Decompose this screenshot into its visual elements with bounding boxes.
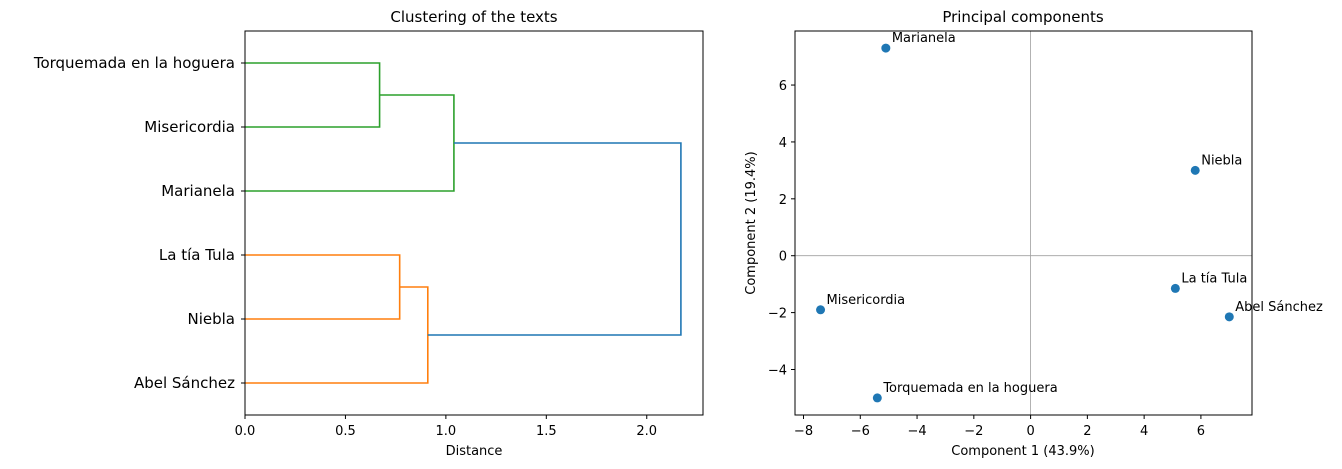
pca-y-axis-label: Component 2 (19.4%) [744, 151, 759, 294]
data-point [872, 393, 882, 403]
data-point [881, 43, 891, 53]
x-tick-label: 2 [1083, 424, 1091, 439]
point-label: La tía Tula [1181, 271, 1247, 286]
x-tick-label: −6 [851, 424, 870, 439]
x-tick-label: 0.5 [335, 424, 356, 439]
dendrogram-chart: Clustering of the texts 0.0 0.5 1.0 1.5 2.0 … [33, 8, 704, 459]
y-tick-label: 0 [779, 250, 787, 265]
leaf-label: Torquemada en la hoguera [33, 54, 235, 72]
dendrogram-link [245, 62, 381, 128]
x-tick-label: −2 [964, 424, 983, 439]
point-label: Abel Sánchez [1235, 300, 1323, 315]
x-tick-label: 0.0 [235, 424, 256, 439]
pca-y-ticks: −4 −2 0 2 4 6 [768, 79, 795, 378]
y-tick-label: 4 [779, 136, 787, 151]
dendrogram-link [427, 142, 682, 336]
leaf-label: La tía Tula [159, 246, 235, 264]
y-tick-label: 6 [779, 79, 787, 94]
dendrogram-title: Clustering of the texts [390, 8, 557, 26]
leaf-label: Misericordia [144, 118, 235, 136]
data-point [1170, 283, 1180, 293]
x-tick-label: 4 [1140, 424, 1148, 439]
dendrogram-plot-frame [244, 30, 704, 416]
x-tick-label: 2.0 [636, 424, 657, 439]
x-tick-label: 6 [1197, 424, 1205, 439]
pca-reference-lines [795, 31, 1252, 415]
dendrogram-x-ticks: 0.0 0.5 1.0 1.5 2.0 [235, 415, 657, 439]
pca-title: Principal components [942, 8, 1104, 26]
point-label: Misericordia [827, 293, 906, 308]
data-point [1224, 312, 1234, 322]
dendrogram-link [245, 254, 401, 320]
dendrogram-leaf-labels: Torquemada en la hoguera Misericordia Mari… [33, 54, 245, 392]
pca-x-ticks: −8 −6 −4 −2 0 2 4 6 [794, 415, 1205, 439]
x-tick-label: 1.0 [436, 424, 457, 439]
dendrogram-links [245, 62, 682, 384]
x-tick-label: −4 [907, 424, 926, 439]
pca-x-axis-label: Component 1 (43.9%) [951, 444, 1094, 459]
y-tick-label: −4 [768, 363, 787, 378]
pca-points: Marianela Niebla La tía Tula Abel Sánchez Mi… [816, 31, 1323, 403]
pca-scatter-chart: Principal components Marianela Niebla La t… [744, 8, 1323, 459]
pca-plot-frame [794, 30, 1253, 416]
y-tick-label: 2 [779, 193, 787, 208]
data-point [816, 305, 826, 315]
leaf-label: Niebla [188, 310, 236, 328]
x-tick-label: 0 [1026, 424, 1034, 439]
dendrogram-x-axis-label: Distance [446, 444, 503, 459]
point-label: Marianela [892, 31, 956, 46]
data-point [1190, 165, 1200, 175]
x-tick-label: 1.5 [536, 424, 557, 439]
y-tick-label: −2 [768, 307, 787, 322]
leaf-label: Abel Sánchez [134, 374, 235, 392]
leaf-label: Marianela [161, 182, 235, 200]
point-label: Torquemada en la hoguera [882, 381, 1057, 396]
point-label: Niebla [1201, 153, 1242, 168]
x-tick-label: −8 [794, 424, 813, 439]
dendrogram-link [245, 94, 455, 192]
